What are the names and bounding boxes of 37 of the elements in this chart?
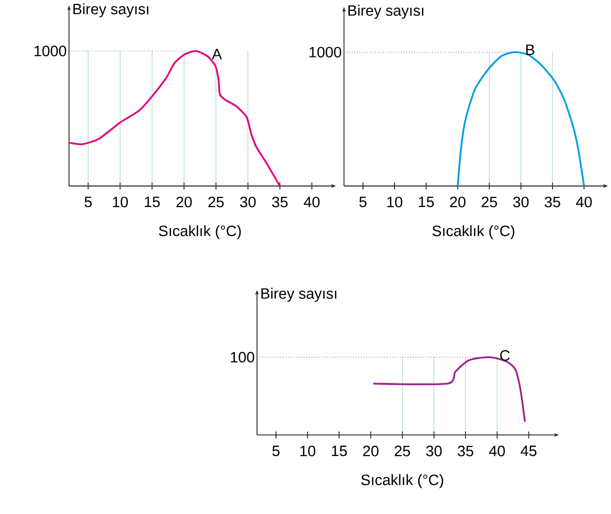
x-axis-title: Sıcaklık (°C) [158, 225, 241, 240]
ref-line-label: 100 [230, 352, 254, 363]
x-tick-label: 30 [426, 446, 442, 456]
x-tick-label: 25 [394, 446, 410, 456]
annotation: C [500, 350, 510, 361]
x-tick-label: 5 [359, 196, 366, 208]
annotation: B [526, 44, 534, 55]
x-tick-label: 15 [418, 196, 434, 208]
y-axis-title: Birey sayısı [348, 4, 424, 19]
y-axis-title: Birey sayısı [73, 3, 148, 18]
x-tick-label: 20 [363, 446, 378, 456]
x-tick-label: 5 [272, 446, 280, 456]
x-tick-label: 45 [520, 446, 536, 456]
x-tick-label: 35 [544, 196, 560, 208]
x-tick-label: 10 [112, 196, 128, 208]
x-tick-label: 40 [304, 196, 320, 208]
x-tick-label: 30 [513, 196, 529, 208]
x-tick-label: 10 [300, 446, 316, 456]
annotation: A [212, 48, 222, 60]
ref-line-label: 1000 [34, 46, 66, 56]
x-axis-title: Sıcaklık (°C) [361, 474, 444, 488]
x-tick-label: 25 [482, 196, 498, 208]
x-tick-label: 35 [458, 446, 474, 456]
y-axis-title: Birey sayısı [261, 288, 336, 302]
ref-line-label: 1000 [310, 46, 342, 58]
x-tick-label: 20 [176, 196, 192, 208]
x-tick-label: 40 [489, 446, 505, 456]
x-tick-label: 15 [332, 446, 347, 456]
x-axis-title: Sıcaklık (°C) [432, 225, 514, 240]
x-tick-label: 20 [450, 196, 466, 208]
x-tick-label: 5 [84, 196, 92, 208]
x-tick-label: 10 [387, 196, 402, 208]
x-tick-label: 25 [208, 196, 224, 208]
x-tick-label: 15 [144, 196, 160, 208]
x-tick-label: 40 [576, 196, 592, 208]
x-tick-label: 35 [272, 196, 288, 208]
x-tick-label: 30 [240, 196, 256, 208]
